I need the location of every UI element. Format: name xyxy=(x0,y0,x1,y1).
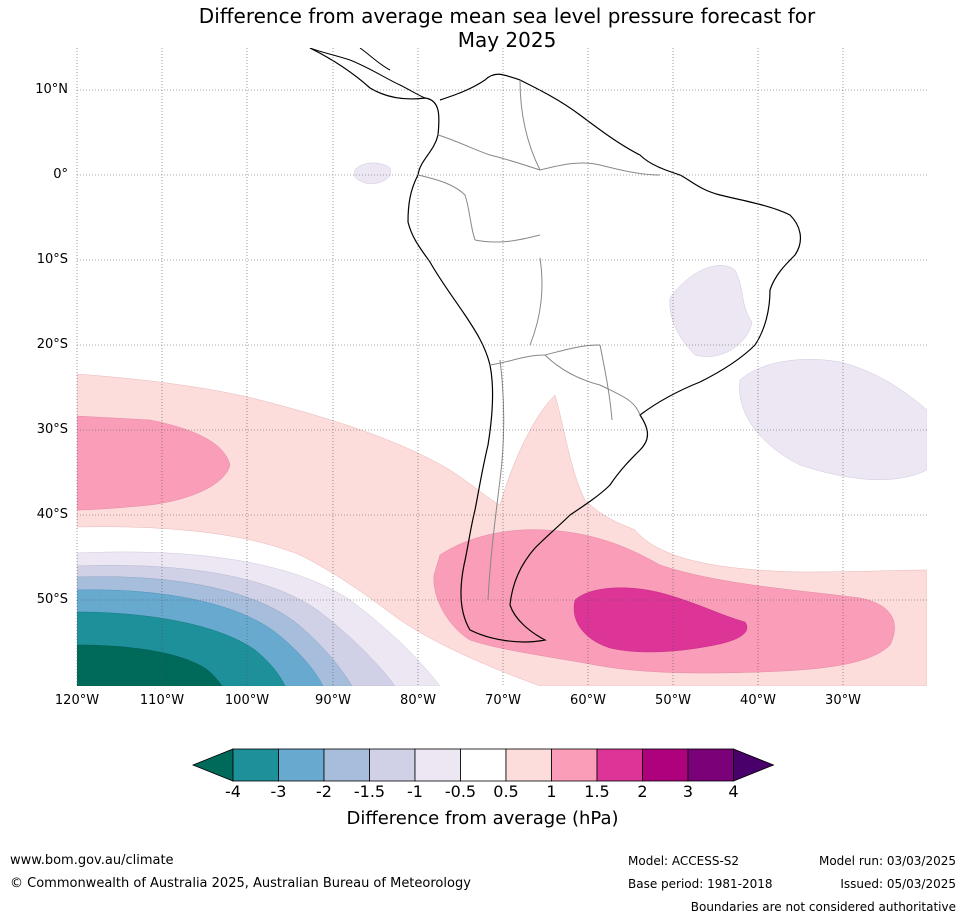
model-text: Model: ACCESS-S2 xyxy=(628,854,740,868)
anomaly-1.5-2-core xyxy=(573,587,748,653)
colorbar-segment xyxy=(369,748,416,782)
country-borders xyxy=(417,79,661,601)
map-title: Difference from average mean sea level p… xyxy=(0,4,965,52)
copyright-text: © Commonwealth of Australia 2025, Austra… xyxy=(10,876,471,891)
colorbar-tick-label: -0.5 xyxy=(444,782,477,801)
title-line-1: Difference from average mean sea level p… xyxy=(198,4,816,28)
title-line-2: May 2025 xyxy=(457,28,557,52)
colorbar-segment xyxy=(414,748,461,782)
colorbar-label: Difference from average (hPa) xyxy=(346,808,619,829)
anomaly-neg-brazil xyxy=(669,265,753,357)
colorbar-segment xyxy=(642,748,689,782)
colorbar-max-arrow xyxy=(733,748,775,782)
latitude-label: 50°S xyxy=(36,592,68,607)
colorbar-min-arrow xyxy=(191,748,234,782)
longitude-label: 120°W xyxy=(54,693,100,708)
longitude-label: 60°W xyxy=(570,693,606,708)
colorbar-tick-label: 2 xyxy=(637,782,648,801)
issued-text: Issued: 05/03/2025 xyxy=(840,877,956,891)
longitude-label: 70°W xyxy=(485,693,521,708)
central-america-coastline xyxy=(309,48,426,99)
colorbar-segment xyxy=(505,748,552,782)
colorbar-tick-label: -1.5 xyxy=(353,782,386,801)
latitude-label: 20°S xyxy=(36,337,68,352)
colorbar-tick-label: 1.5 xyxy=(584,782,610,801)
disclaimer-text: Boundaries are not considered authoritat… xyxy=(690,900,956,914)
pressure-anomaly-layer xyxy=(77,48,927,686)
longitude-label: 100°W xyxy=(224,693,270,708)
colorbar-tick-label: 1 xyxy=(546,782,557,801)
colorbar-tick-label: 3 xyxy=(682,782,694,801)
anomaly-1-1.5-west xyxy=(77,415,231,511)
website-link[interactable]: www.bom.gov.au/climate xyxy=(10,853,174,868)
longitude-label: 50°W xyxy=(655,693,691,708)
colorbar-segment xyxy=(551,748,598,782)
colorbar-segment xyxy=(687,748,734,782)
colorbar-segment xyxy=(232,748,279,782)
latitude-label: 0° xyxy=(53,167,68,182)
colorbar-tick-label: 0.5 xyxy=(493,782,519,801)
base-period-text: Base period: 1981-2018 xyxy=(628,877,773,891)
anomaly-neg-atlantic xyxy=(739,359,927,480)
longitude-label: 90°W xyxy=(315,693,351,708)
model-run-text: Model run: 03/03/2025 xyxy=(818,854,956,868)
south-america-coastline xyxy=(309,48,802,643)
latitude-label: 30°S xyxy=(36,422,68,437)
latitude-label: 10°S xyxy=(36,252,68,267)
colorbar-segment xyxy=(596,748,643,782)
latitude-label: 40°S xyxy=(36,507,68,522)
colorbar-tick-label: -2 xyxy=(316,782,332,801)
anomaly-neg-pacific xyxy=(353,162,391,184)
colorbar-segment xyxy=(323,748,370,782)
longitude-label: 40°W xyxy=(740,693,776,708)
longitude-label: 30°W xyxy=(825,693,861,708)
colorbar-segment xyxy=(278,748,325,782)
grid-lines xyxy=(76,48,927,686)
longitude-label: 80°W xyxy=(400,693,436,708)
colorbar-tick-label: -3 xyxy=(270,782,287,801)
colorbar-segment xyxy=(460,748,507,782)
longitude-label: 110°W xyxy=(139,693,185,708)
colorbar-tick-label: 4 xyxy=(728,782,739,801)
colorbar-tick-label: -1 xyxy=(407,782,423,801)
colorbar-tick-label: -4 xyxy=(225,782,241,801)
colorbar xyxy=(191,748,775,782)
latitude-label: 10°N xyxy=(35,82,68,97)
anomaly-neg-4 xyxy=(77,644,223,686)
